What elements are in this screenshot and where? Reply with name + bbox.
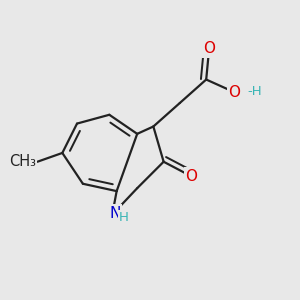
Text: CH₃: CH₃ (9, 154, 36, 169)
Text: H: H (119, 211, 129, 224)
Text: N: N (110, 206, 121, 220)
Text: -H: -H (247, 85, 262, 98)
Text: O: O (203, 41, 215, 56)
Text: O: O (185, 169, 197, 184)
Text: O: O (228, 85, 240, 100)
